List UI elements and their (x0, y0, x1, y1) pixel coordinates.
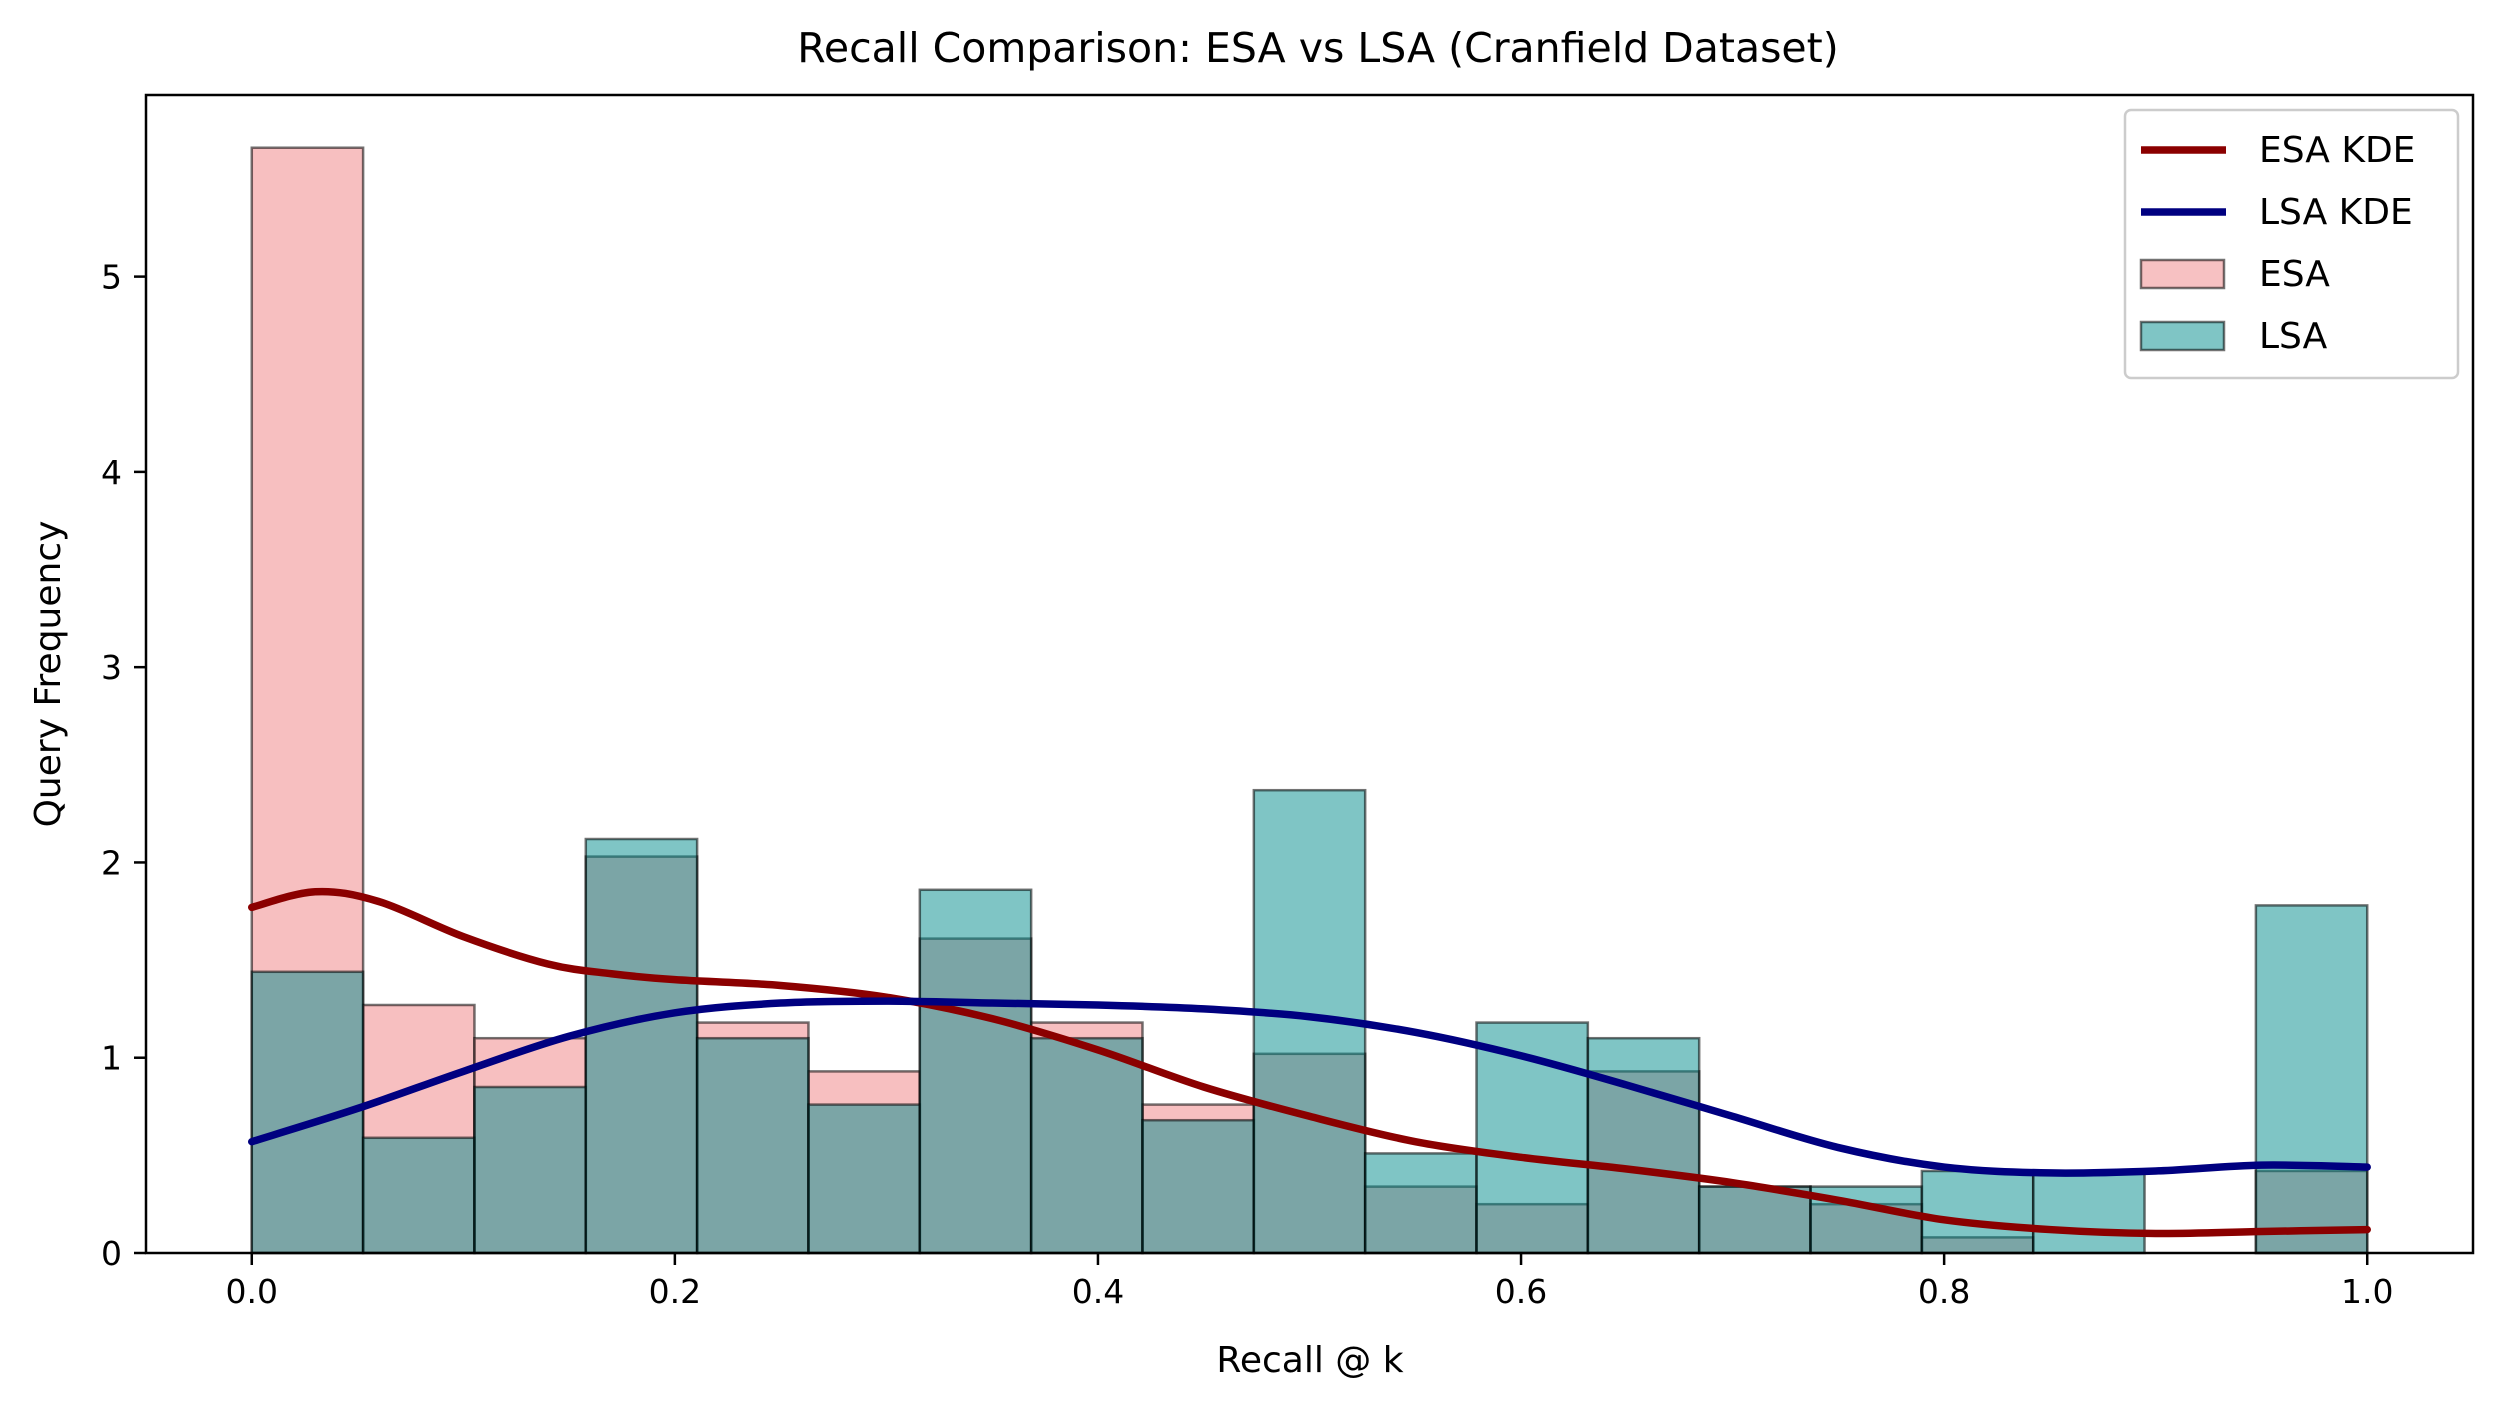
x-tick-label: 0.6 (1495, 1272, 1547, 1311)
lsa-kde-line (248, 997, 2371, 1177)
legend-lsa-label: LSA (2259, 316, 2328, 357)
lsa-bar (584, 837, 699, 1255)
esa-kde-line (248, 887, 2371, 1238)
lsa-bar (2031, 1169, 2146, 1255)
lsa-bar (361, 1136, 476, 1255)
y-tick-label: 5 (101, 258, 122, 297)
x-tick-label: 0.4 (1072, 1272, 1124, 1311)
lsa-bar (2254, 904, 2369, 1255)
lsa-bar (695, 1036, 810, 1255)
y-axis-ticks: 0 1 2 3 4 5 (101, 258, 146, 1273)
legend-lsa-kde-label: LSA KDE (2259, 192, 2413, 233)
lsa-bar (1697, 1185, 1812, 1255)
legend-esa-kde-label: ESA KDE (2259, 130, 2415, 171)
lsa-bar (1586, 1036, 1701, 1255)
legend-lsa-swatch (2139, 320, 2226, 352)
lsa-histogram-bars (250, 788, 2369, 1255)
legend-box (2123, 108, 2460, 380)
lsa-bar (1029, 1036, 1144, 1255)
lsa-bar (1920, 1169, 2035, 1255)
x-axis-label: Recall @ k (1216, 1340, 1403, 1381)
lsa-bar (918, 888, 1033, 1255)
y-tick-label: 1 (101, 1039, 122, 1078)
y-tick-label: 4 (101, 453, 122, 492)
chart-title: Recall Comparison: ESA vs LSA (Cranfield… (797, 24, 1838, 72)
x-tick-label: 0.2 (649, 1272, 701, 1311)
legend-esa-label: ESA (2259, 254, 2330, 295)
lsa-bar (473, 1085, 588, 1255)
legend: ESA KDE LSA KDE ESA LSA (2123, 108, 2460, 380)
x-tick-label: 0.8 (1918, 1272, 1970, 1311)
y-axis-label: Query Frequency (28, 521, 69, 828)
lsa-bar (1363, 1152, 1478, 1255)
lsa-bar (1141, 1118, 1256, 1255)
y-tick-label: 2 (101, 843, 122, 882)
x-tick-label: 1.0 (2341, 1272, 2393, 1311)
y-tick-label: 0 (101, 1234, 122, 1273)
axes-frame (144, 93, 2475, 1255)
x-tick-label: 0.0 (226, 1272, 278, 1311)
lsa-bar (807, 1103, 922, 1255)
y-tick-label: 3 (101, 648, 122, 687)
plot-area (248, 146, 2371, 1255)
x-axis-ticks: 0.0 0.2 0.4 0.6 0.8 1.0 (226, 1253, 2393, 1311)
legend-esa-swatch (2139, 258, 2226, 290)
